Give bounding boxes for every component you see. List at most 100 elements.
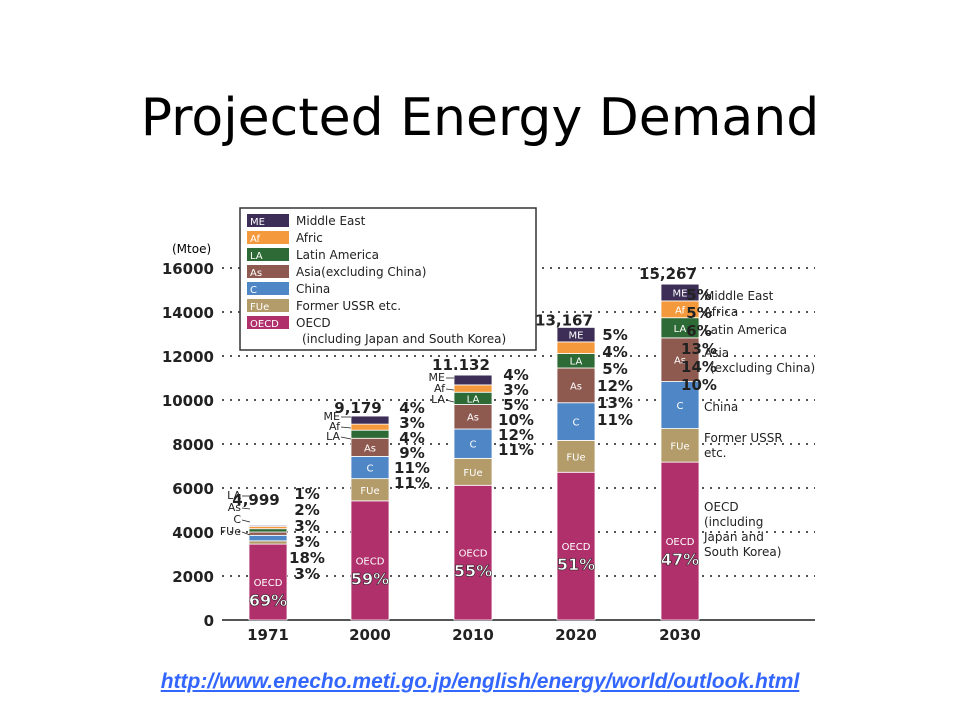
percent-label: 10%	[498, 411, 534, 429]
annotation-label: China	[704, 400, 738, 414]
x-tick-label: 2030	[659, 626, 701, 644]
bar-segment	[453, 457, 493, 486]
side-label: As	[228, 501, 242, 514]
legend-label: China	[296, 282, 330, 296]
percent-label: 3%	[503, 381, 528, 399]
bar-segment	[350, 415, 390, 425]
side-label: LA	[431, 393, 445, 406]
y-tick-label: 16000	[162, 260, 214, 278]
side-label: LA	[326, 430, 340, 443]
segment-abbr: OECD	[254, 578, 283, 589]
bar-segment	[453, 374, 493, 386]
legend-abbr: Af	[250, 234, 260, 245]
bar-segment	[556, 440, 596, 473]
percent-label: 51%	[557, 555, 595, 574]
annotation-label: (including	[704, 515, 763, 529]
y-tick-label: 2000	[172, 568, 214, 586]
x-tick-label: 2020	[555, 626, 597, 644]
y-tick-label: 12000	[162, 348, 214, 366]
legend-swatch	[247, 231, 289, 244]
bar-segment	[350, 429, 390, 439]
legend-abbr: FUe	[250, 302, 269, 313]
percent-label: 11%	[597, 411, 633, 429]
bar-segment	[248, 528, 288, 533]
side-label: Af	[329, 420, 341, 433]
segment-abbr: C	[367, 464, 374, 475]
segment-abbr: ME	[569, 331, 584, 342]
y-tick-label: 14000	[162, 304, 214, 322]
annotation-label: South Korea)	[704, 545, 781, 559]
legend-label: Former USSR etc.	[296, 299, 401, 313]
segment-abbr: OECD	[562, 542, 591, 553]
bar-segment	[350, 500, 390, 621]
leader-line	[241, 519, 251, 523]
legend-abbr: As	[250, 268, 262, 279]
percent-label: 4%	[602, 343, 627, 361]
bar-segment	[660, 381, 700, 429]
legend-label: Asia(excluding China)	[296, 265, 426, 279]
bar-segment	[660, 283, 700, 302]
annotation-label: OECD	[704, 500, 739, 514]
segment-abbr: C	[470, 440, 477, 451]
source-link[interactable]: http://www.enecho.meti.go.jp/english/ene…	[160, 670, 800, 693]
bar-segment	[453, 428, 493, 459]
legend-swatch	[247, 214, 289, 227]
percent-label: 5%	[602, 360, 627, 378]
bar-segment	[248, 531, 288, 536]
legend-swatch	[247, 282, 289, 295]
legend-box	[239, 207, 537, 351]
annotation-label: Latin America	[704, 323, 787, 337]
side-label: Af	[434, 382, 446, 395]
leader-line	[445, 399, 455, 403]
annotation-label: Africa	[704, 305, 738, 319]
x-tick-label: 2010	[452, 626, 494, 644]
percent-label: 5%	[602, 326, 627, 344]
total-label: 4,999	[232, 491, 279, 509]
y-tick-label: 4000	[172, 524, 214, 542]
total-label: 9,179	[334, 399, 381, 417]
side-label: ME	[429, 371, 445, 384]
segment-abbr: C	[677, 401, 684, 412]
segment-abbr: As	[467, 413, 479, 424]
bar-segment	[453, 484, 493, 621]
percent-label: 4%	[399, 399, 424, 417]
legend-label: Middle East	[296, 214, 366, 228]
legend-swatch	[247, 248, 289, 261]
percent-label: 47%	[661, 550, 699, 569]
y-tick-label: 6000	[172, 480, 214, 498]
segment-abbr: FUe	[463, 468, 482, 479]
bar-segment	[248, 540, 288, 545]
annotation-label: Former USSR	[704, 431, 783, 445]
segment-abbr: As	[570, 381, 582, 392]
y-tick-label: 0	[204, 612, 214, 630]
leader-line	[340, 426, 352, 429]
percent-label: 4%	[503, 366, 528, 384]
segment-abbr: LA	[674, 324, 687, 335]
bar-segment	[556, 341, 596, 354]
x-tick-label: 2000	[349, 626, 391, 644]
slide-title: Projected Energy Demand	[140, 88, 820, 148]
total-label: 13,167	[535, 311, 593, 329]
segment-abbr: As	[674, 356, 686, 367]
leader-line	[340, 436, 352, 440]
legend-abbr: C	[250, 285, 257, 296]
percent-label: 12%	[597, 377, 633, 395]
legend-label: Latin America	[296, 248, 379, 262]
segment-abbr: C	[573, 418, 580, 429]
segment-abbr: LA	[467, 394, 480, 405]
segment-abbr: Af	[675, 305, 685, 316]
side-label: C	[233, 513, 241, 526]
percent-label: 13%	[597, 394, 633, 412]
percent-label: 12%	[498, 426, 534, 444]
x-tick-label: 1971	[247, 626, 289, 644]
percent-label: 14%	[681, 358, 717, 376]
segment-abbr: OECD	[459, 549, 488, 560]
percent-label: 13%	[681, 340, 717, 358]
leader-line	[241, 507, 251, 510]
bar-segment	[660, 337, 700, 382]
legend-swatch	[247, 265, 289, 278]
percent-label: 2%	[294, 501, 319, 519]
segment-abbr: FUe	[566, 452, 585, 463]
percent-label: 5%	[686, 286, 711, 304]
